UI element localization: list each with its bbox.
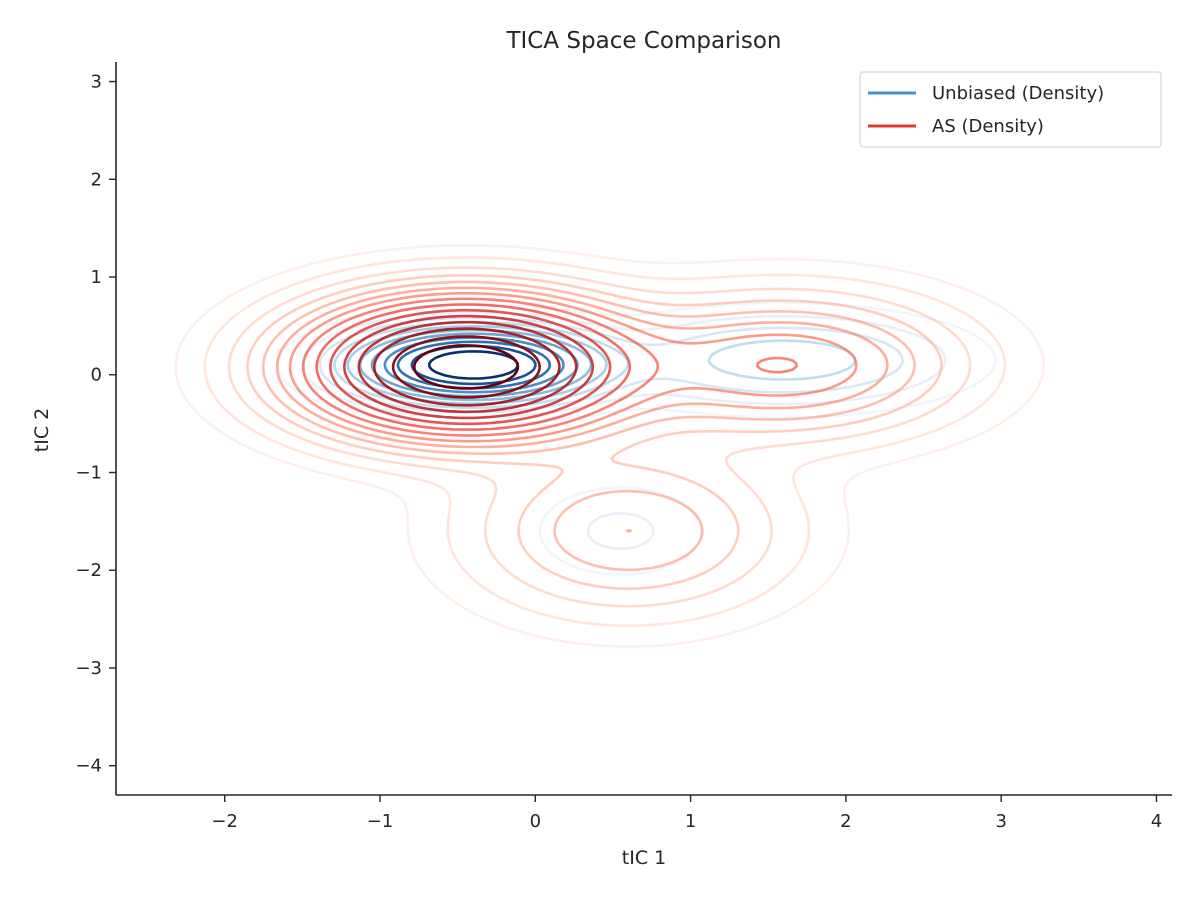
y-axis-label: tIC 2 (31, 408, 53, 452)
y-tick-label: −3 (75, 658, 102, 679)
contour-level (391, 335, 541, 399)
axes: −2 −1 0 1 2 3 4 −4 −3 −2 −1 0 1 2 3 (75, 62, 1172, 832)
contour-level (302, 297, 798, 437)
x-tick-label: 2 (840, 811, 851, 832)
legend-box (859, 71, 1162, 148)
x-tick-label: 4 (1151, 811, 1162, 832)
contour-level (288, 292, 858, 443)
contour-level (329, 308, 612, 426)
y-tick-label: 0 (91, 365, 102, 386)
contour-level (275, 286, 889, 533)
y-tick-label: 1 (91, 267, 102, 288)
chart-title: TICA Space Comparison (505, 28, 781, 54)
contour-level (412, 344, 520, 390)
plot-area (174, 244, 1045, 648)
contour-level (357, 320, 578, 414)
legend: Unbiased (Density) AS (Density) (859, 71, 1162, 148)
x-tick-label: 1 (685, 811, 696, 832)
x-axis-label: tIC 1 (622, 847, 666, 869)
contour-level (227, 266, 972, 608)
x-tick-label: 3 (995, 811, 1006, 832)
x-tick-label: −1 (367, 811, 394, 832)
contour-level (246, 274, 943, 590)
y-tick-label: −2 (75, 560, 102, 581)
legend-label-unbiased: Unbiased (Density) (932, 83, 1104, 104)
contour-level (203, 256, 1007, 627)
contour-level (343, 314, 595, 420)
y-tick-label: 2 (91, 169, 102, 190)
legend-label-as: AS (Density) (932, 116, 1044, 137)
y-tick-label: 3 (91, 72, 102, 93)
contour-level (373, 327, 561, 407)
y-tick-label: −4 (75, 756, 102, 777)
contour-level (410, 344, 537, 386)
contour-level (261, 280, 916, 572)
x-tick-label: 0 (530, 811, 541, 832)
contour-level (174, 244, 1045, 648)
x-tick-label: −2 (211, 811, 238, 832)
contour-series-1 (174, 244, 1045, 648)
contour-level (315, 303, 632, 431)
y-tick-label: −1 (75, 462, 102, 483)
